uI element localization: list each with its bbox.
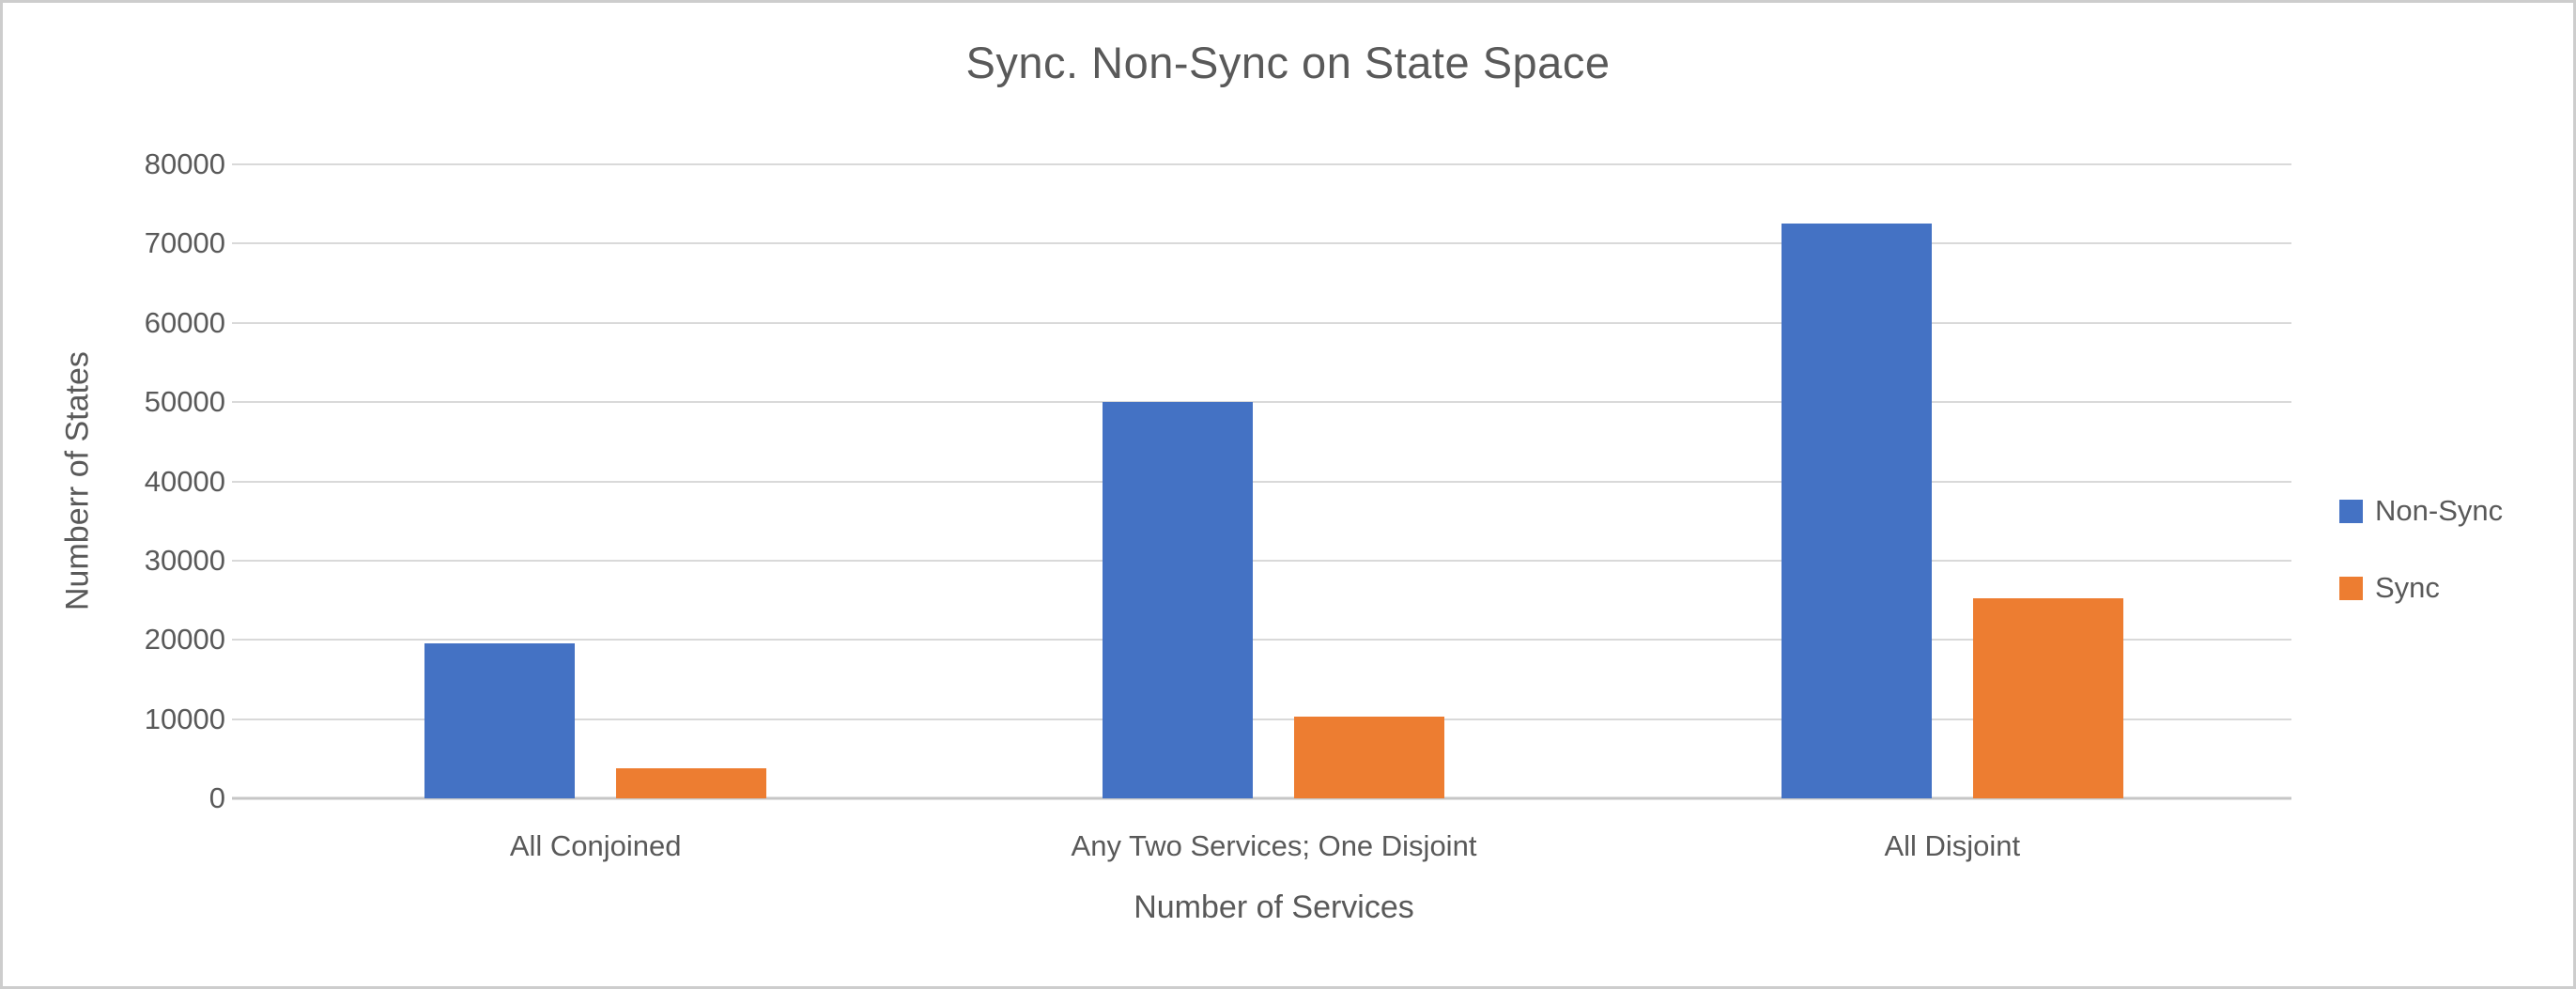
legend-label: Sync (2375, 571, 2440, 604)
y-tick-label: 60000 (144, 305, 225, 339)
y-axis-ticks: 0 10000 20000 30000 40000 50000 60000 70000 8000… (3, 147, 225, 814)
x-axis-line (232, 796, 2291, 800)
bar-group (1613, 164, 2291, 798)
legend-label: Non-Sync (2375, 494, 2504, 527)
y-tick-label: 30000 (144, 543, 225, 577)
y-tick-label: 50000 (144, 385, 225, 419)
gridline (232, 242, 2291, 245)
category-label: All Disjoint (1884, 829, 2021, 862)
y-tick-label: 10000 (144, 702, 225, 735)
bar-sync (616, 767, 767, 798)
y-tick-label: 40000 (144, 464, 225, 498)
gridline (232, 480, 2291, 483)
bar-sync (1972, 598, 2123, 798)
chart-title: Sync. Non-Sync on State Space (965, 38, 1611, 87)
bar-groups (256, 164, 2291, 798)
bar-non-sync (424, 642, 576, 798)
gridline (232, 718, 2291, 720)
gridline (232, 163, 2291, 165)
bar-non-sync (1781, 224, 1932, 798)
bar-group (934, 164, 1612, 798)
legend: Non-Sync Sync (2339, 494, 2503, 605)
legend-item-sync: Sync (2339, 571, 2503, 605)
gridline (232, 639, 2291, 641)
legend-item-non-sync: Non-Sync (2339, 494, 2503, 528)
bar-group (256, 164, 934, 798)
bar-non-sync (1103, 402, 1254, 798)
y-tick-label: 0 (208, 781, 225, 814)
y-tick-label: 20000 (144, 623, 225, 657)
x-axis-title: Number of Services (1134, 889, 1414, 925)
legend-swatch (2339, 499, 2363, 523)
bar-sync (1294, 717, 1445, 798)
category-labels: All Conjoined Any Two Services; One Disjo… (256, 829, 2291, 863)
gridline (232, 321, 2291, 324)
legend-swatch (2339, 576, 2363, 600)
plot-area (232, 163, 2291, 800)
y-tick-label: 70000 (144, 226, 225, 260)
category-label: All Conjoined (509, 829, 682, 862)
gridline (232, 401, 2291, 404)
y-tick-label: 80000 (144, 147, 225, 180)
category-label: Any Two Services; One Disjoint (1071, 829, 1477, 862)
gridline (232, 559, 2291, 562)
